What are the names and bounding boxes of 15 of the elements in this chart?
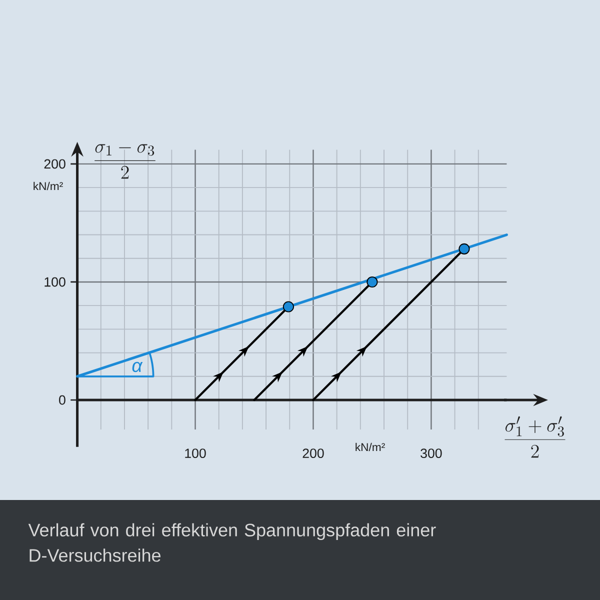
point xyxy=(458,243,470,254)
point xyxy=(366,276,378,288)
text: kN/m² xyxy=(356,442,385,452)
text: Verlauf von drei effektiven Spannungspfaden einer D-Versuchsreihe xyxy=(28,523,436,562)
x-axis-title: $\frac{\sigma'_{1}+\sigma'_{3}}{2}$ xyxy=(504,416,566,458)
y-tick-label: 100 xyxy=(44,277,66,287)
y-axis-title: $\frac{\sigma_{1}-\sigma_{3}}{2}$ xyxy=(94,144,156,179)
x-tick-label: 300 xyxy=(420,448,442,458)
y-tick-label: 200 xyxy=(44,159,66,169)
x-tick-label: 100 xyxy=(185,448,206,458)
annotation: α xyxy=(132,362,143,372)
point xyxy=(282,301,294,312)
text: kN/m² xyxy=(34,182,63,190)
y-tick-label: 0 xyxy=(59,395,66,405)
x-tick-label: 200 xyxy=(302,448,324,458)
